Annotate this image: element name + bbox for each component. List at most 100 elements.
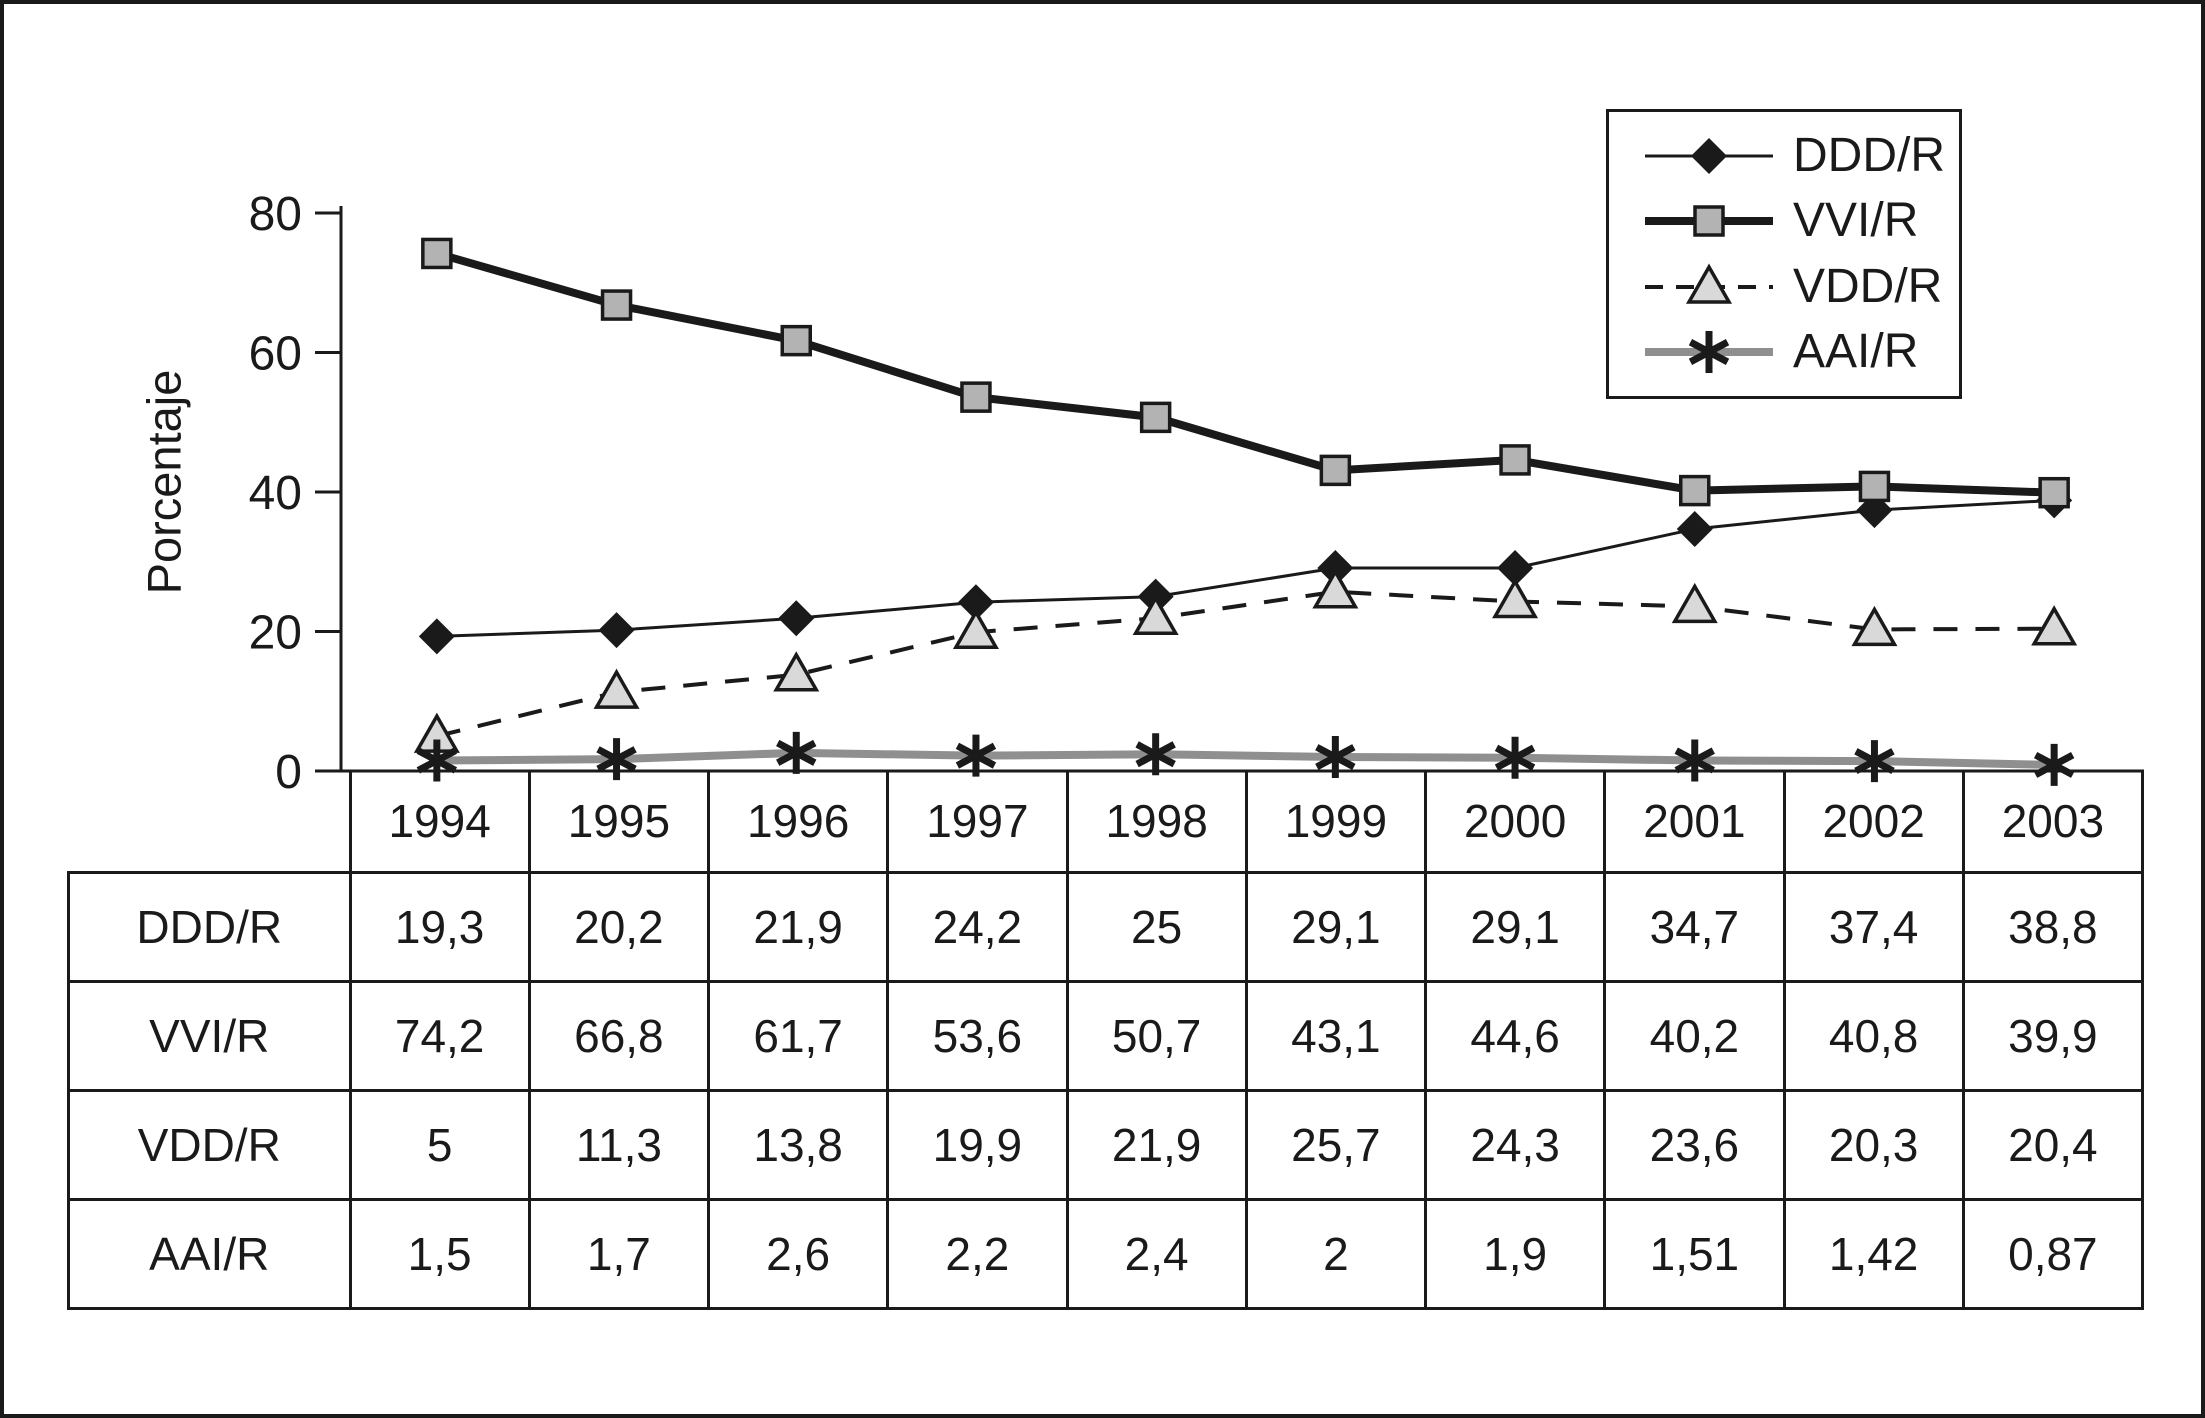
triangle-marker	[1685, 263, 1733, 304]
legend-label: VVI/R	[1793, 194, 1919, 248]
diamond-marker	[418, 618, 455, 655]
table-cell: 66,8	[527, 980, 711, 1092]
table-cell: 2	[1244, 1198, 1428, 1310]
diamond-marker	[1497, 550, 1534, 587]
legend-label: VDD/R	[1793, 259, 1943, 313]
asterisk-marker	[1135, 733, 1176, 776]
legend-item: VVI/R	[1643, 193, 1953, 249]
data-table: 1994 1995 1996 1997 1998 1999 2000 2001 2002 2003…	[67, 771, 2145, 1310]
square-marker	[1139, 401, 1172, 434]
year-header-cell: 1999	[1244, 771, 1428, 874]
table-cell: 53,6	[886, 980, 1069, 1092]
square-marker	[1693, 205, 1725, 237]
year-header-cell: 2003	[1961, 771, 2145, 874]
table-cell: 20,4	[1961, 1089, 2145, 1201]
square-marker	[2038, 476, 2070, 509]
table-cell: 40,8	[1782, 980, 1965, 1092]
triangle-marker	[2031, 605, 2078, 646]
table-cell: 44,6	[1423, 980, 1607, 1092]
table-cell: 24,3	[1423, 1089, 1607, 1201]
legend-sample-diamond-icon	[1645, 137, 1773, 174]
diamond-marker	[598, 612, 635, 649]
table-cell: 43,1	[1244, 980, 1428, 1092]
square-marker	[421, 237, 453, 270]
table-cell: 1,7	[527, 1198, 711, 1310]
table-cell: 1,9	[1423, 1198, 1607, 1310]
diamond-marker	[1317, 550, 1354, 587]
triangle-marker	[952, 608, 999, 649]
year-header-cell: 1996	[706, 771, 890, 874]
table-cell: 39,9	[1961, 980, 2145, 1092]
table-corner-cell	[68, 771, 352, 874]
year-header-cell: 1995	[527, 771, 711, 874]
y-axis-title: Porcentaje	[137, 369, 191, 595]
legend-item: VDD/R	[1643, 259, 1953, 315]
year-header-cell: 2001	[1603, 771, 1786, 874]
diamond-marker	[1137, 578, 1174, 615]
diamond-marker	[1676, 510, 1713, 547]
square-marker	[600, 289, 633, 321]
data-table-body: DDD/R 19,3 20,2 21,9 24,2 25 29,1 29,1 34,7 37,4 3…	[67, 871, 2145, 1310]
series-line	[436, 498, 2055, 638]
chart-legend: DDD/R VVI/R VDD/R AAI/R	[1606, 109, 1962, 399]
y-tick-label: 80	[249, 188, 302, 241]
table-cell: 1,42	[1782, 1198, 1965, 1310]
triangle-marker	[1671, 582, 1718, 624]
table-cell: 34,7	[1603, 871, 1786, 983]
table-cell: 74,2	[348, 980, 531, 1092]
y-tick-label: 60	[249, 328, 302, 381]
triangle-marker	[413, 712, 460, 753]
table-cell: 19,3	[348, 871, 531, 983]
data-table-head: 1994 1995 1996 1997 1998 1999 2000 2001 2002 2003	[68, 771, 2145, 874]
legend-sample-square-icon	[1645, 205, 1773, 237]
year-header-cell: 2002	[1782, 771, 1965, 874]
table-row: VVI/R 74,2 66,8 61,7 53,6 50,7 43,1 44,6 40,2 40,…	[67, 980, 2145, 1092]
year-header-cell: 1994	[348, 771, 531, 874]
year-header-cell: 2000	[1423, 771, 1607, 874]
square-marker	[960, 381, 992, 413]
table-cell: 2,4	[1065, 1198, 1248, 1310]
year-header-cell: 1997	[886, 771, 1069, 874]
table-cell: 40,2	[1603, 980, 1786, 1092]
legend-sample-asterisk-icon	[1645, 331, 1773, 374]
table-cell: 1,51	[1603, 1198, 1786, 1310]
legend-label: AAI/R	[1793, 325, 1919, 379]
diamond-marker	[2036, 482, 2073, 519]
table-cell: 20,3	[1782, 1089, 1965, 1201]
row-label: AAI/R	[67, 1198, 352, 1310]
table-cell: 19,9	[886, 1089, 1069, 1201]
series-ddd-r	[418, 482, 2073, 655]
square-marker	[1499, 444, 1531, 476]
row-label: VVI/R	[67, 980, 352, 1092]
table-cell: 38,8	[1961, 871, 2145, 983]
table-row: VDD/R 5 11,3 13,8 19,9 21,9 25,7 24,3 23,6 20,3 20…	[67, 1089, 2145, 1201]
table-cell: 29,1	[1244, 871, 1428, 983]
table-cell: 5	[348, 1089, 531, 1201]
table-cell: 11,3	[527, 1089, 711, 1201]
diamond-marker	[778, 600, 815, 637]
series-line	[436, 589, 2055, 739]
table-row: AAI/R 1,5 1,7 2,6 2,2 2,4 2 1,9 1,51 1,42 0,87	[67, 1198, 2145, 1310]
diamond-marker	[1856, 492, 1893, 529]
year-header-cell: 1998	[1065, 771, 1248, 874]
square-marker	[1679, 474, 1711, 507]
asterisk-marker	[776, 731, 817, 774]
legend-sample-triangle-icon	[1645, 263, 1773, 304]
square-marker	[780, 324, 812, 357]
triangle-marker	[1312, 568, 1359, 609]
table-cell: 50,7	[1065, 980, 1248, 1092]
table-cell: 20,2	[527, 871, 711, 983]
table-cell: 13,8	[706, 1089, 890, 1201]
square-marker	[1858, 470, 1891, 503]
triangle-marker	[1851, 605, 1898, 647]
triangle-marker	[1132, 594, 1179, 635]
table-cell: 2,2	[886, 1198, 1069, 1310]
triangle-marker	[593, 668, 640, 709]
table-cell: 0,87	[1961, 1198, 2145, 1310]
table-cell: 29,1	[1423, 871, 1607, 983]
table-cell: 21,9	[706, 871, 890, 983]
series-line	[436, 748, 2055, 769]
diamond-marker	[957, 584, 994, 621]
triangle-marker	[773, 651, 820, 692]
